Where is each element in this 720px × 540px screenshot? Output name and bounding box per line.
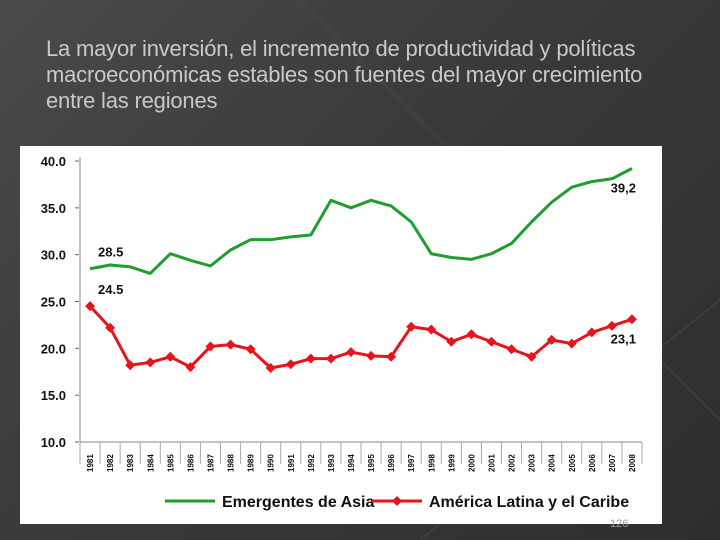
y-tick-label: 10.0 — [41, 435, 66, 450]
y-tick-label: 35.0 — [41, 201, 66, 216]
x-tick-label: 1983 — [126, 454, 135, 472]
data-label: 24.5 — [98, 282, 123, 297]
y-tick-label: 25.0 — [41, 295, 66, 310]
data-point — [85, 301, 96, 312]
legend-label: Emergentes de Asia — [222, 494, 374, 511]
x-tick-label: 1989 — [247, 454, 256, 472]
data-point — [466, 329, 477, 340]
data-point — [125, 360, 136, 371]
x-tick-label: 1987 — [206, 454, 215, 472]
x-tick-label: 2008 — [628, 454, 637, 472]
x-tick-label: 2001 — [487, 454, 496, 472]
x-tick-label: 1986 — [186, 454, 195, 472]
y-tick-label: 15.0 — [41, 388, 66, 403]
x-tick-label: 1990 — [267, 454, 276, 472]
x-tick-label: 1992 — [307, 454, 316, 472]
data-point — [526, 351, 537, 362]
legend-marker — [392, 496, 402, 506]
data-point — [426, 324, 437, 335]
x-tick-label: 1993 — [327, 454, 336, 472]
y-tick-label: 40.0 — [41, 154, 66, 169]
data-point — [165, 351, 176, 362]
x-tick-label: 2002 — [508, 454, 517, 472]
chart-area: 40.0 35.0 30.0 25.0 20.0 15.0 10.0 1981 1982 1983… — [20, 146, 662, 524]
data-point — [105, 322, 116, 333]
y-tick-label: 30.0 — [41, 248, 66, 263]
series-line-asia — [89, 167, 633, 275]
data-point — [446, 336, 457, 347]
data-point — [305, 353, 316, 364]
data-point — [566, 338, 577, 349]
x-tick-label: 2003 — [528, 454, 537, 472]
series-line-latam — [88, 305, 633, 370]
page-number: 126 — [610, 518, 629, 530]
data-point — [205, 341, 216, 352]
x-tick-label: 1985 — [166, 454, 175, 472]
data-label: 23,1 — [611, 331, 636, 346]
data-label: 28.5 — [98, 245, 123, 260]
data-point — [145, 357, 156, 368]
data-point — [285, 359, 296, 370]
data-point — [586, 327, 597, 338]
x-tick-label: 1984 — [146, 454, 155, 472]
data-point — [546, 334, 557, 345]
legend-label: América Latina y el Caribe — [429, 494, 629, 511]
x-tick-label: 1981 — [86, 454, 95, 472]
x-tick-label: 2006 — [588, 454, 597, 472]
slide-title: La mayor inversión, el incremento de pro… — [46, 36, 643, 113]
x-tick-label: 1998 — [427, 454, 436, 472]
line-chart: 40.0 35.0 30.0 25.0 20.0 15.0 10.0 1981 1982 1983… — [41, 154, 643, 511]
x-tick-label: 1995 — [367, 454, 376, 472]
x-tick-label: 1982 — [106, 454, 115, 472]
data-point — [225, 339, 236, 350]
data-point — [345, 347, 356, 358]
x-tick-label: 1988 — [227, 454, 236, 472]
y-tick-label: 20.0 — [41, 341, 66, 356]
x-tick-label: 1999 — [447, 454, 456, 472]
data-point — [506, 344, 517, 355]
data-point — [406, 321, 417, 332]
data-point — [325, 353, 336, 364]
data-point — [185, 362, 196, 373]
x-tick-label: 2004 — [548, 454, 557, 472]
data-point — [626, 314, 637, 325]
data-point — [486, 336, 497, 347]
data-point — [606, 320, 617, 331]
data-point — [386, 351, 397, 362]
x-tick-label: 1991 — [287, 454, 296, 472]
x-tick-label: 2007 — [608, 454, 617, 472]
data-point — [245, 344, 256, 355]
data-label: 39,2 — [611, 180, 636, 195]
x-tick-label: 1994 — [347, 454, 356, 472]
data-point — [265, 363, 276, 374]
x-tick-label: 1997 — [407, 454, 416, 472]
x-tick-label: 2000 — [467, 454, 476, 472]
x-tick-label: 2005 — [568, 454, 577, 472]
data-point — [366, 350, 377, 361]
x-tick-label: 1996 — [387, 454, 396, 472]
